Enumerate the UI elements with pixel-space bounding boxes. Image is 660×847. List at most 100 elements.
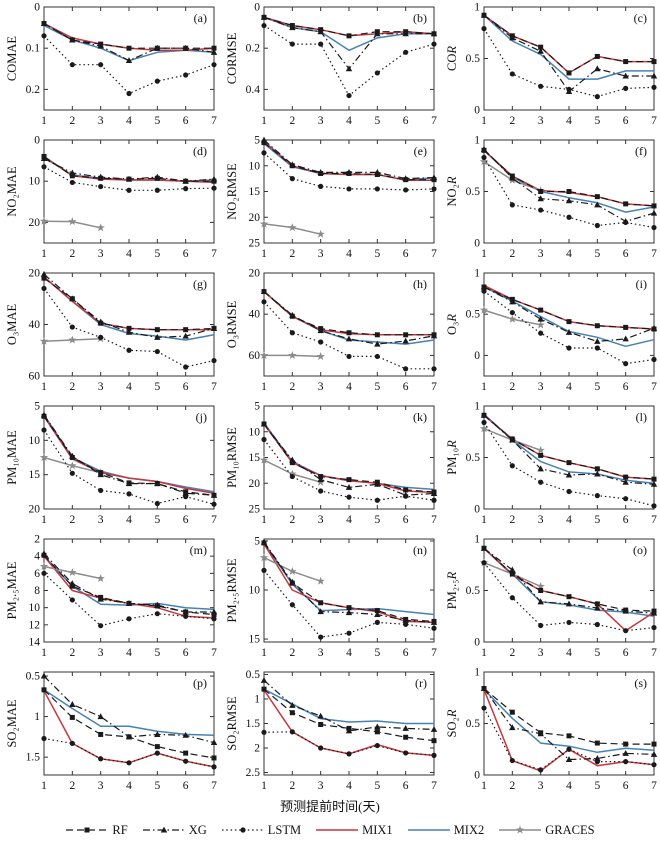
series-mix2 xyxy=(43,689,215,737)
y-tick-label: 0.5 xyxy=(466,585,481,597)
x-tick-label: 6 xyxy=(183,780,189,792)
series-mix2 xyxy=(43,24,215,62)
x-tick-label: 6 xyxy=(623,514,629,526)
x-tick-label: 5 xyxy=(154,115,160,127)
x-tick-label: 2 xyxy=(509,115,515,127)
x-tick-label: 4 xyxy=(126,514,132,526)
x-tick-label: 3 xyxy=(538,780,544,792)
x-tick-label: 4 xyxy=(126,780,132,792)
y-tick-label: 15 xyxy=(249,452,261,464)
x-tick-label: 5 xyxy=(154,248,160,260)
y-tick-label: 1 xyxy=(254,693,260,705)
x-tick-label: 4 xyxy=(566,381,572,393)
series-lstm xyxy=(481,560,657,634)
x-tick-label: 7 xyxy=(211,780,217,792)
y-tick-label: 0.2 xyxy=(246,43,261,55)
series-rf xyxy=(261,686,437,744)
series-xg xyxy=(480,11,658,94)
x-tick-label: 2 xyxy=(289,115,295,127)
x-tick-label: 2 xyxy=(289,780,295,792)
series-graces xyxy=(259,351,325,360)
subplot-letter: (c) xyxy=(634,11,647,25)
y-tick-label: 0 xyxy=(474,350,480,362)
x-tick-label: 3 xyxy=(98,780,104,792)
x-tick-label: 6 xyxy=(623,115,629,127)
x-tick-label: 2 xyxy=(289,248,295,260)
series-lstm xyxy=(261,729,437,758)
y-tick-label: 25 xyxy=(249,238,261,250)
x-tick-label: 4 xyxy=(346,780,352,792)
x-tick-label: 4 xyxy=(126,115,132,127)
x-tick-label: 3 xyxy=(538,381,544,393)
x-tick-label: 4 xyxy=(566,647,572,659)
x-tick-label: 3 xyxy=(318,647,324,659)
y-tick-label: 1.5 xyxy=(246,718,261,730)
x-tick-label: 4 xyxy=(346,647,352,659)
subplot-j: 5 10 15 201 2 3 4 5 6 7 PM₁₀MAE (j) xyxy=(5,401,218,526)
y-axis-label: COMAE xyxy=(5,36,19,82)
x-tick-label: 6 xyxy=(403,514,409,526)
series-xg xyxy=(260,420,438,498)
legend-label: MIX1 xyxy=(362,822,393,837)
legend-item-mix1: MIX1 xyxy=(315,823,393,838)
y-tick-label: 10 xyxy=(29,176,41,188)
x-tick-label: 5 xyxy=(594,514,600,526)
series-lstm xyxy=(261,22,437,99)
series-mix1 xyxy=(43,276,214,331)
x-tick-label: 6 xyxy=(623,647,629,659)
x-tick-label: 3 xyxy=(538,115,544,127)
x-tick-label: 6 xyxy=(403,647,409,659)
series-rf xyxy=(481,545,657,614)
x-tick-label: 7 xyxy=(431,248,437,260)
y-axis-label: O₃MAE xyxy=(5,304,19,346)
subplot-a: 0 0.1 0.2 1 2 3 4 5 6 7 COMAE (a) xyxy=(5,2,218,127)
y-tick-label: 15 xyxy=(249,186,261,198)
x-tick-label: 7 xyxy=(651,647,657,659)
series-rf xyxy=(481,12,657,76)
y-tick-label: 2 xyxy=(254,743,260,755)
series-lstm xyxy=(481,154,657,231)
x-tick-label: 3 xyxy=(98,514,104,526)
x-tick-label: 1 xyxy=(481,780,487,792)
x-tick-label: 7 xyxy=(211,381,217,393)
series-rf xyxy=(261,289,437,338)
series-rf xyxy=(261,140,437,183)
series-lstm xyxy=(41,427,217,507)
x-tick-label: 3 xyxy=(318,115,324,127)
y-axis-label: NO₂MAE xyxy=(5,166,19,217)
y-tick-label: 0.4 xyxy=(246,84,261,96)
x-tick-label: 1 xyxy=(261,647,267,659)
y-tick-label: 0.5 xyxy=(26,671,41,683)
series-rf xyxy=(261,14,437,39)
series-mix1 xyxy=(483,14,654,74)
series-lstm xyxy=(41,570,217,629)
subplot-letter: (n) xyxy=(413,543,427,557)
x-tick-label: 3 xyxy=(318,248,324,260)
x-tick-label: 2 xyxy=(69,381,75,393)
series-rf xyxy=(41,20,217,51)
subplot-letter: (o) xyxy=(633,543,647,557)
x-tick-label: 3 xyxy=(318,780,324,792)
series-lstm xyxy=(481,419,657,509)
series-rf xyxy=(41,413,217,498)
x-tick-label: 6 xyxy=(183,514,189,526)
y-tick-label: 15 xyxy=(249,634,261,646)
legend-swatch-rf xyxy=(66,827,109,833)
y-tick-label: 0.5 xyxy=(246,669,261,681)
y-tick-label: 4 xyxy=(34,551,40,563)
x-tick-label: 7 xyxy=(651,381,657,393)
y-tick-label: 1 xyxy=(474,534,480,546)
subplot-b: 0 0.2 0.4 1 2 3 4 5 6 7 CORMSE (b) xyxy=(225,2,438,127)
x-tick-label: 7 xyxy=(651,115,657,127)
subplot-letter: (j) xyxy=(196,410,207,424)
x-tick-label: 2 xyxy=(69,514,75,526)
subplot-letter: (i) xyxy=(636,277,647,291)
y-tick-label: 5 xyxy=(254,535,260,547)
x-tick-label: 7 xyxy=(211,514,217,526)
series-mix1 xyxy=(483,414,655,480)
series-mix2 xyxy=(263,688,434,725)
